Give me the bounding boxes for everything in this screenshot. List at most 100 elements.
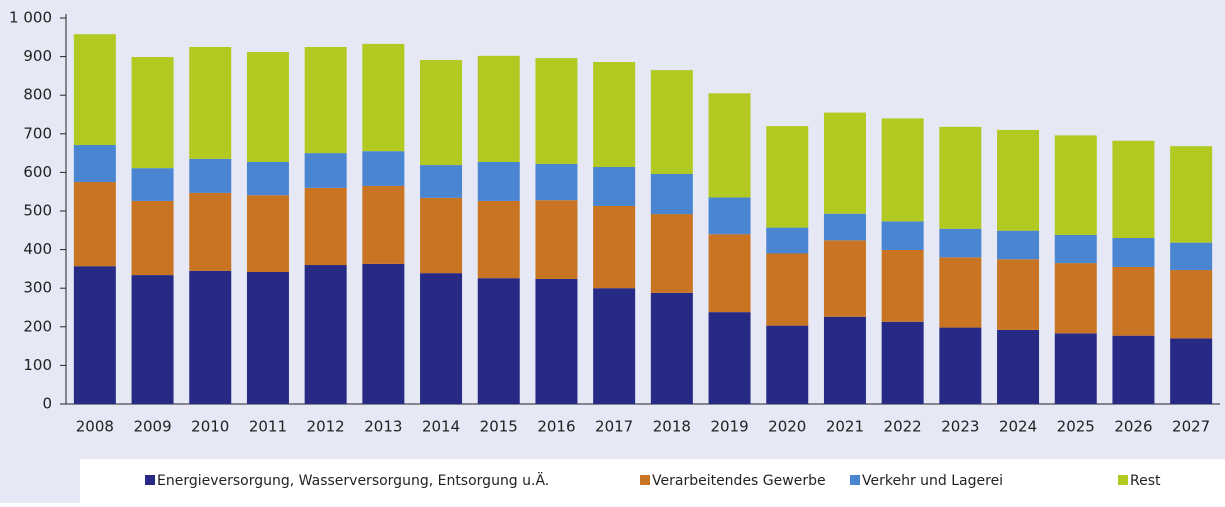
bar-segment — [997, 329, 1040, 404]
bar-segment — [766, 253, 809, 326]
x-tick-label: 2014 — [422, 418, 460, 436]
bar-segment — [362, 43, 405, 152]
bar-segment — [1054, 263, 1097, 334]
bar-segment — [1112, 140, 1155, 239]
x-tick-label: 2013 — [364, 418, 402, 436]
bar-segment — [73, 266, 116, 404]
bar-segment — [420, 60, 463, 166]
bar-segment — [650, 292, 693, 404]
bar-segment — [1112, 238, 1155, 267]
bar-segment — [477, 55, 520, 162]
bar-segment — [131, 275, 174, 404]
x-tick-label: 2009 — [133, 418, 171, 436]
legend-swatch — [145, 475, 155, 485]
bar-segment — [881, 321, 924, 404]
bar-segment — [1170, 338, 1213, 404]
bar-segment — [593, 288, 636, 404]
y-tick-label: 800 — [23, 86, 52, 104]
bar-segment — [1112, 335, 1155, 404]
x-tick-label: 2019 — [710, 418, 748, 436]
y-tick-label: 200 — [23, 317, 52, 335]
bar-segment — [246, 195, 289, 272]
bar-segment — [881, 118, 924, 222]
legend-label: Rest — [1130, 473, 1161, 489]
legend-swatch — [640, 475, 650, 485]
legend-swatch — [850, 475, 860, 485]
bar-segment — [246, 51, 289, 162]
bar-segment — [593, 166, 636, 206]
bar-segment — [823, 213, 866, 241]
bar-segment — [189, 192, 232, 271]
bar-segment — [1170, 270, 1213, 339]
bar-segment — [823, 112, 866, 214]
y-tick-label: 500 — [23, 202, 52, 220]
bar-segment — [304, 265, 347, 404]
bar-segment — [304, 187, 347, 266]
legend-swatch — [1118, 475, 1128, 485]
bar-segment — [362, 263, 405, 404]
x-tick-label: 2008 — [76, 418, 114, 436]
legend-label: Verarbeitendes Gewerbe — [652, 473, 826, 489]
bar-segment — [189, 46, 232, 159]
bar-segment — [939, 257, 982, 328]
bar-segment — [73, 34, 116, 145]
x-tick-label: 2015 — [480, 418, 518, 436]
bar-segment — [304, 46, 347, 154]
legend-label: Energieversorgung, Wasserversorgung, Ent… — [157, 471, 549, 489]
bar-segment — [766, 325, 809, 404]
bar-segment — [939, 126, 982, 229]
x-tick-label: 2010 — [191, 418, 229, 436]
bar-segment — [420, 165, 463, 198]
bar-segment — [362, 151, 405, 186]
bar-segment — [131, 168, 174, 201]
bar-segment — [246, 161, 289, 196]
x-tick-label: 2018 — [653, 418, 691, 436]
bar-segment — [650, 214, 693, 293]
bar-segment — [1112, 266, 1155, 336]
x-tick-label: 2016 — [537, 418, 575, 436]
bar-segment — [997, 259, 1040, 330]
bar-segment — [650, 70, 693, 174]
x-tick-label: 2011 — [249, 418, 287, 436]
bar-segment — [766, 227, 809, 254]
bar-segment — [535, 200, 578, 279]
bar-segment — [304, 153, 347, 188]
legend-label: Verkehr und Lagerei — [862, 473, 1003, 489]
x-tick-label: 2022 — [884, 418, 922, 436]
y-tick-label: 700 — [23, 124, 52, 142]
bar-segment — [1054, 135, 1097, 235]
y-tick-label: 300 — [23, 279, 52, 297]
bar-segment — [420, 273, 463, 404]
bar-segment — [593, 62, 636, 167]
bar-segment — [246, 271, 289, 404]
bar-segment — [189, 270, 232, 404]
bar-segment — [477, 161, 520, 201]
bar-segment — [189, 158, 232, 193]
y-tick-label: 900 — [23, 47, 52, 65]
x-tick-label: 2025 — [1057, 418, 1095, 436]
plot-area — [66, 8, 1225, 404]
bar-segment — [1170, 146, 1213, 243]
bar-segment — [535, 58, 578, 164]
x-tick-label: 2020 — [768, 418, 806, 436]
bar-segment — [881, 221, 924, 250]
bar-segment — [708, 93, 751, 198]
bar-segment — [823, 316, 866, 404]
bar-segment — [881, 249, 924, 322]
bar-segment — [766, 126, 809, 228]
bar-segment — [73, 144, 116, 183]
bar-segment — [1170, 242, 1213, 271]
x-tick-label: 2027 — [1172, 418, 1210, 436]
bar-segment — [535, 278, 578, 404]
legend-box — [80, 459, 1225, 503]
y-tick-label: 600 — [23, 163, 52, 181]
bar-segment — [362, 185, 405, 264]
y-tick-label: 400 — [23, 240, 52, 258]
bar-segment — [1054, 234, 1097, 264]
bar-segment — [131, 200, 174, 276]
x-tick-label: 2026 — [1114, 418, 1152, 436]
x-tick-label: 2024 — [999, 418, 1037, 436]
bar-segment — [708, 197, 751, 235]
bar-segment — [939, 327, 982, 404]
